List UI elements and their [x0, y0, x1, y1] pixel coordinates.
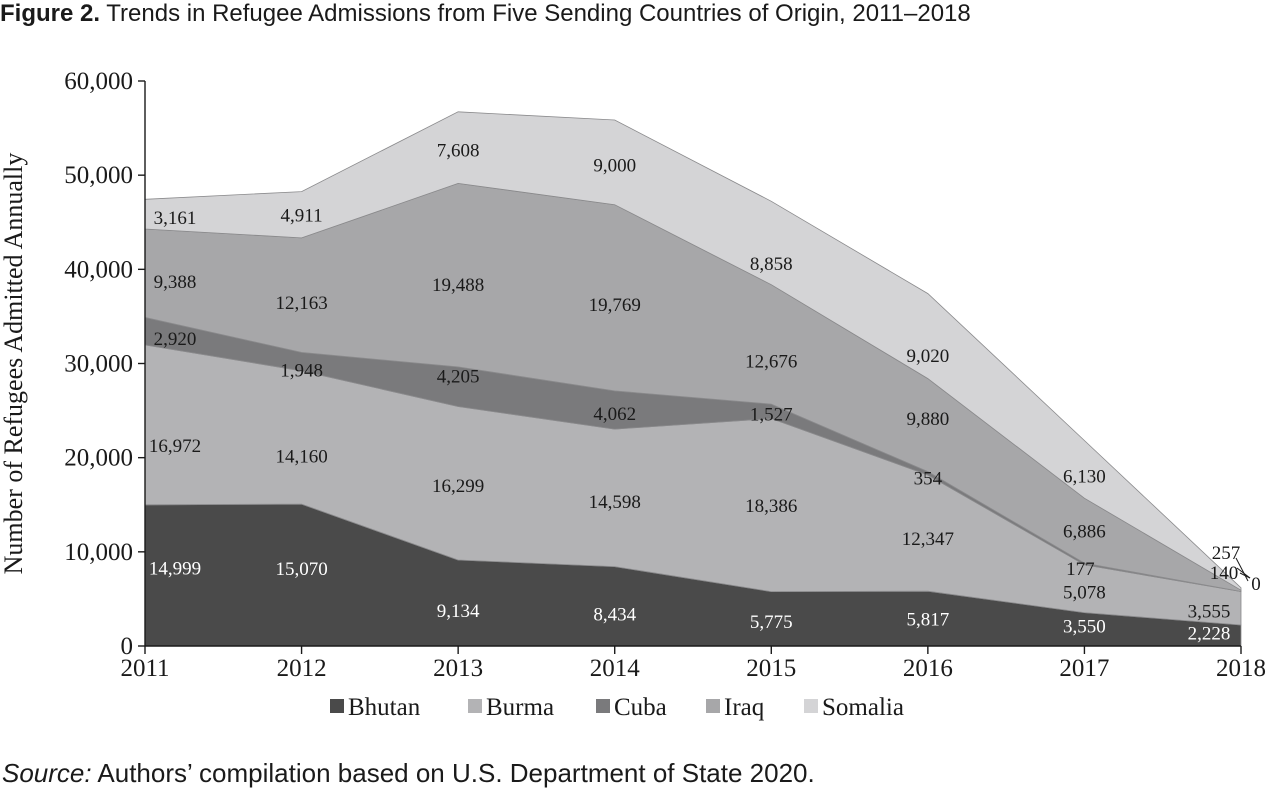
data-label-burma: 5,078	[1063, 583, 1106, 604]
data-label-bhutan: 2,228	[1188, 624, 1231, 645]
area-cuba	[145, 317, 1241, 592]
callout-leader	[1236, 567, 1251, 579]
area-edge-somalia	[144, 111, 1242, 591]
source-label: Source:	[2, 758, 92, 788]
y-tick-label: 20,000	[64, 445, 133, 472]
data-label-burma: 3,555	[1188, 601, 1231, 622]
data-label-burma: 12,347	[902, 529, 954, 550]
data-label-bhutan: 3,550	[1063, 616, 1106, 637]
data-label-cuba: 1,948	[280, 361, 323, 382]
legend-label-somalia: Somalia	[822, 694, 904, 721]
data-label-iraq: 140	[1210, 563, 1239, 584]
data-label-burma: 16,299	[432, 476, 484, 497]
legend-swatch-burma	[468, 699, 482, 713]
area-somalia	[145, 111, 1241, 591]
callout-leader	[1235, 557, 1249, 582]
y-axis-title: Number of Refugees Admitted Annually	[0, 153, 28, 575]
legend-swatch-bhutan	[330, 699, 344, 713]
data-label-somalia: 9,000	[593, 155, 636, 176]
data-label-cuba: 0	[1251, 574, 1261, 595]
source-text: Authors’ compilation based on U.S. Depar…	[97, 758, 815, 788]
data-label-iraq: 12,163	[275, 293, 327, 314]
data-label-cuba: 354	[914, 468, 943, 489]
legend-label-bhutan: Bhutan	[348, 694, 421, 721]
x-tick-label: 2011	[120, 655, 169, 682]
x-tick-label: 2016	[903, 655, 953, 682]
area-iraq	[145, 183, 1241, 592]
data-label-burma: 14,598	[589, 492, 641, 513]
legend-swatch-iraq	[706, 699, 720, 713]
data-label-somalia: 4,911	[281, 206, 323, 227]
legend-label-burma: Burma	[486, 694, 554, 721]
figure-label: Figure 2.	[0, 0, 101, 27]
y-tick-label: 0	[121, 633, 134, 660]
data-label-bhutan: 14,999	[149, 558, 201, 579]
data-label-burma: 14,160	[275, 446, 327, 467]
x-tick-label: 2018	[1216, 655, 1266, 682]
area-burma	[145, 344, 1241, 625]
x-tick-label: 2012	[277, 655, 327, 682]
data-label-somalia: 3,161	[154, 208, 197, 229]
data-label-somalia: 8,858	[750, 254, 793, 275]
figure-title: Figure 2. Trends in Refugee Admissions f…	[0, 0, 1280, 34]
data-label-iraq: 19,488	[432, 275, 484, 296]
data-label-bhutan: 15,070	[275, 559, 327, 580]
data-label-bhutan: 8,434	[593, 604, 636, 625]
area-bhutan	[145, 504, 1241, 646]
data-label-iraq: 9,880	[906, 409, 949, 430]
legend-label-iraq: Iraq	[724, 694, 765, 721]
data-label-bhutan: 5,817	[906, 610, 949, 631]
data-label-cuba: 4,062	[593, 404, 636, 425]
data-label-iraq: 12,676	[745, 351, 797, 372]
x-tick-label: 2015	[746, 655, 796, 682]
data-label-somalia: 6,130	[1063, 466, 1106, 487]
data-label-bhutan: 5,775	[750, 612, 793, 633]
x-tick-label: 2013	[433, 655, 483, 682]
data-label-cuba: 4,205	[437, 367, 480, 388]
y-tick-label: 10,000	[64, 539, 133, 566]
y-tick-label: 60,000	[64, 68, 133, 95]
data-label-burma: 16,972	[149, 436, 201, 457]
data-label-cuba: 2,920	[154, 329, 197, 350]
data-label-iraq: 6,886	[1063, 522, 1106, 543]
data-label-cuba: 1,527	[750, 404, 793, 425]
data-label-iraq: 19,769	[589, 295, 641, 316]
y-tick-label: 30,000	[64, 351, 133, 378]
legend-swatch-somalia	[804, 699, 818, 713]
legend-label-cuba: Cuba	[614, 694, 667, 721]
data-label-cuba: 177	[1066, 559, 1095, 580]
data-label-somalia: 9,020	[906, 346, 949, 367]
y-tick-label: 50,000	[64, 162, 133, 189]
data-label-iraq: 9,388	[154, 272, 197, 293]
data-label-somalia: 257	[1212, 543, 1241, 564]
legend-swatch-cuba	[596, 699, 610, 713]
x-tick-label: 2017	[1059, 655, 1109, 682]
y-tick-label: 40,000	[64, 256, 133, 283]
x-tick-label: 2014	[590, 655, 641, 682]
data-label-bhutan: 9,134	[437, 601, 480, 622]
figure-source: Source: Authors’ compilation based on U.…	[2, 758, 1272, 789]
data-label-burma: 18,386	[745, 496, 797, 517]
data-label-somalia: 7,608	[437, 141, 480, 162]
chart: 0 10,000 20,000 30,000 40,000 50,000 60,000 201…	[0, 68, 1266, 721]
figure-title-text: Trends in Refugee Admissions from Five S…	[106, 0, 971, 27]
